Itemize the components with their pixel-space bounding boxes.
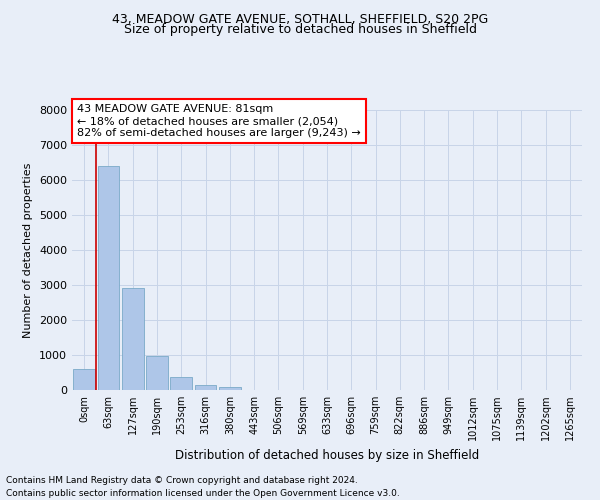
Bar (73, 369, 95, 390)
Text: Size of property relative to detached houses in Sheffield: Size of property relative to detached ho… (124, 22, 476, 36)
Bar (146, 356, 168, 390)
Y-axis label: Number of detached properties: Number of detached properties (23, 162, 34, 338)
Bar (219, 387, 241, 390)
Text: 43 MEADOW GATE AVENUE: 81sqm
← 18% of detached houses are smaller (2,054)
82% of: 43 MEADOW GATE AVENUE: 81sqm ← 18% of de… (77, 104, 361, 138)
Bar (194, 385, 217, 390)
Text: Contains HM Land Registry data © Crown copyright and database right 2024.
Contai: Contains HM Land Registry data © Crown c… (6, 476, 400, 498)
Text: 43, MEADOW GATE AVENUE, SOTHALL, SHEFFIELD, S20 2PG: 43, MEADOW GATE AVENUE, SOTHALL, SHEFFIE… (112, 12, 488, 26)
X-axis label: Distribution of detached houses by size in Sheffield: Distribution of detached houses by size … (175, 448, 479, 462)
Bar (97, 166, 119, 390)
Bar (170, 378, 192, 390)
Bar (122, 288, 143, 390)
